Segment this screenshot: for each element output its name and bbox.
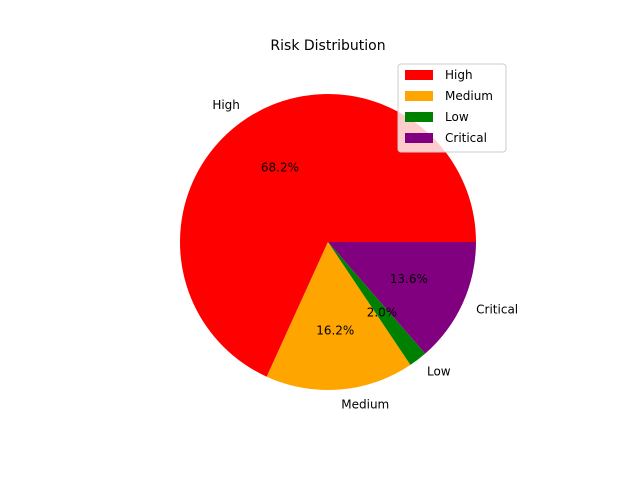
legend-label-medium: Medium (445, 89, 493, 103)
pie-slice-critical (328, 242, 476, 354)
pie-percent-high: 68.2% (261, 160, 299, 174)
legend-label-critical: Critical (445, 131, 487, 145)
legend-label-high: High (445, 68, 473, 82)
legend-swatch-low (405, 112, 433, 122)
pie-slices (180, 94, 476, 391)
pie-label-high: High (212, 98, 240, 112)
legend: High Medium Low Critical (397, 63, 507, 153)
pie-label-critical: Critical (476, 302, 518, 316)
pie-category-labels: High Medium Low Critical (212, 98, 518, 411)
legend-label-low: Low (445, 110, 469, 124)
pie-percent-critical: 13.6% (390, 272, 428, 286)
pie-slice-medium (266, 242, 411, 391)
legend-frame (397, 63, 507, 153)
chart-title: Risk Distribution (270, 38, 385, 54)
legend-items: High Medium Low Critical (405, 68, 493, 145)
pie-label-low: Low (427, 364, 451, 378)
legend-swatch-critical (405, 133, 433, 143)
pie-percent-medium: 16.2% (316, 324, 354, 338)
pie-percent-labels: 68.2% 16.2% 2.0% 13.6% (261, 160, 428, 337)
legend-swatch-medium (405, 91, 433, 101)
legend-swatch-high (405, 70, 433, 80)
pie-label-medium: Medium (341, 397, 389, 411)
pie-slice-low (328, 242, 426, 365)
pie-slice-high (180, 94, 476, 377)
pie-percent-low: 2.0% (367, 306, 398, 320)
